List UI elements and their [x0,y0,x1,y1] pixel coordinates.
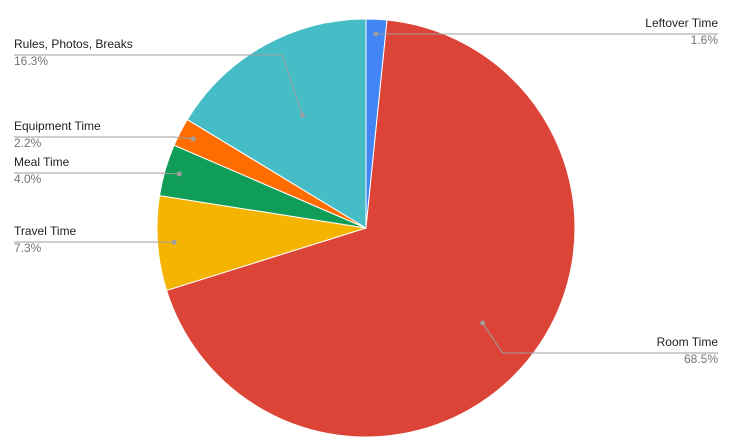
slice-label-rules-photos-breaks: Rules, Photos, Breaks [14,37,133,51]
leader-dot-travel-time [171,239,177,245]
leader-line-meal-time [14,172,180,175]
leader-line-room-time [482,322,718,354]
leader-dot-leftover-time [373,31,379,37]
leader-dot-meal-time [176,171,182,177]
leader-dot-rules-photos-breaks [299,112,305,118]
slice-percent-equipment-time: 2.2% [14,136,42,150]
leader-dot-room-time [480,320,486,326]
slice-label-equipment-time: Equipment Time [14,119,101,133]
slice-label-leftover-time: Leftover Time [645,16,718,30]
pie-slices [156,18,576,438]
slice-percent-room-time: 68.5% [684,352,718,366]
leader-dot-equipment-time [190,136,196,142]
slice-room-time[interactable] [165,19,576,438]
leader-line-rules-photos-breaks [14,54,303,116]
leader-line-equipment-time [14,136,194,140]
pie-labels: Leftover Time 1.6% Room Time 68.5% Travel Ti… [14,16,718,366]
slice-percent-travel-time: 7.3% [14,241,42,255]
slice-label-travel-time: Travel Time [14,224,77,238]
slice-percent-rules-photos-breaks: 16.3% [14,54,48,68]
slice-percent-leftover-time: 1.6% [691,33,719,47]
slice-label-meal-time: Meal Time [14,155,70,169]
slice-rules-photos-breaks[interactable] [186,18,367,229]
slice-label-room-time: Room Time [657,335,719,349]
slice-percent-meal-time: 4.0% [14,172,42,186]
